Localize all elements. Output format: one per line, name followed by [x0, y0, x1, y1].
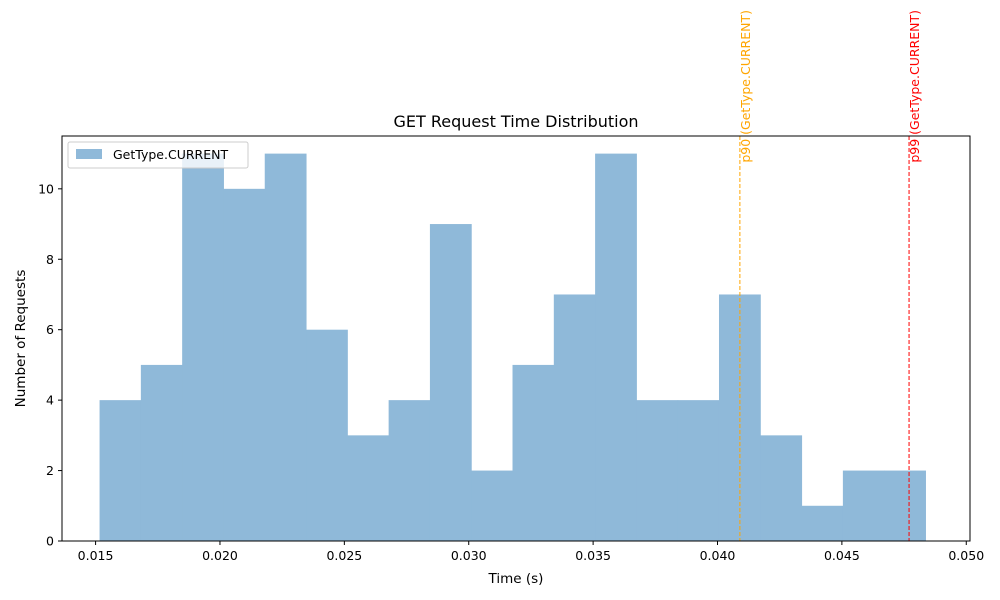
bars-group — [99, 153, 926, 542]
x-tick-label: 0.035 — [575, 548, 611, 563]
histogram-bar — [760, 435, 803, 541]
histogram-bar — [388, 400, 431, 541]
legend: GetType.CURRENT — [67, 141, 249, 169]
histogram-bar — [884, 470, 926, 541]
percentile-label: p90 (GetType.CURRENT) — [738, 10, 753, 163]
x-tick-label: 0.045 — [824, 548, 860, 563]
x-axis-label: Time (s) — [488, 571, 544, 587]
histogram-bar — [306, 329, 348, 541]
x-tick-label: 0.030 — [451, 548, 487, 563]
y-axis-label: Number of Requests — [13, 270, 29, 408]
histogram-bar — [471, 470, 514, 541]
histogram-bar — [801, 505, 844, 541]
histogram-bar — [842, 470, 885, 541]
histogram-bar — [636, 400, 679, 541]
histogram-bar — [512, 364, 555, 541]
histogram-bar — [347, 435, 390, 541]
x-tick-label: 0.040 — [700, 548, 736, 563]
y-axis-ticks: 0 2 4 6 8 10 — [38, 181, 62, 549]
histogram-bar — [264, 153, 307, 541]
x-tick-label: 0.020 — [202, 548, 238, 563]
y-tick-label: 2 — [46, 463, 54, 478]
legend-swatch — [76, 149, 102, 159]
percentile-labels: p90 (GetType.CURRENT) p99 (GetType.CURREN… — [738, 10, 922, 163]
histogram-bar — [99, 400, 142, 541]
y-tick-label: 6 — [46, 322, 54, 337]
x-tick-label: 0.050 — [948, 548, 984, 563]
y-tick-label: 10 — [38, 181, 54, 196]
plot-frame — [61, 135, 971, 542]
x-tick-label: 0.015 — [78, 548, 114, 563]
y-tick-label: 4 — [46, 393, 54, 408]
histogram-bar — [223, 188, 266, 541]
histogram-bar — [677, 400, 720, 541]
histogram-bar — [429, 224, 472, 542]
histogram-bar — [140, 364, 183, 541]
x-axis-ticks: 0.015 0.020 0.025 0.030 0.035 0.040 0.045 0.050 — [78, 541, 984, 563]
y-tick-label: 8 — [46, 252, 54, 267]
y-tick-label: 0 — [46, 534, 54, 549]
histogram-bar — [553, 294, 596, 541]
legend-entry: GetType.CURRENT — [113, 147, 228, 162]
chart-title: GET Request Time Distribution — [393, 112, 638, 131]
legend-box — [67, 141, 249, 169]
percentile-label: p99 (GetType.CURRENT) — [907, 10, 922, 163]
histogram-bar — [182, 153, 224, 541]
x-tick-label: 0.025 — [326, 548, 362, 563]
percentile-lines — [739, 136, 910, 541]
histogram-bar — [595, 153, 637, 541]
